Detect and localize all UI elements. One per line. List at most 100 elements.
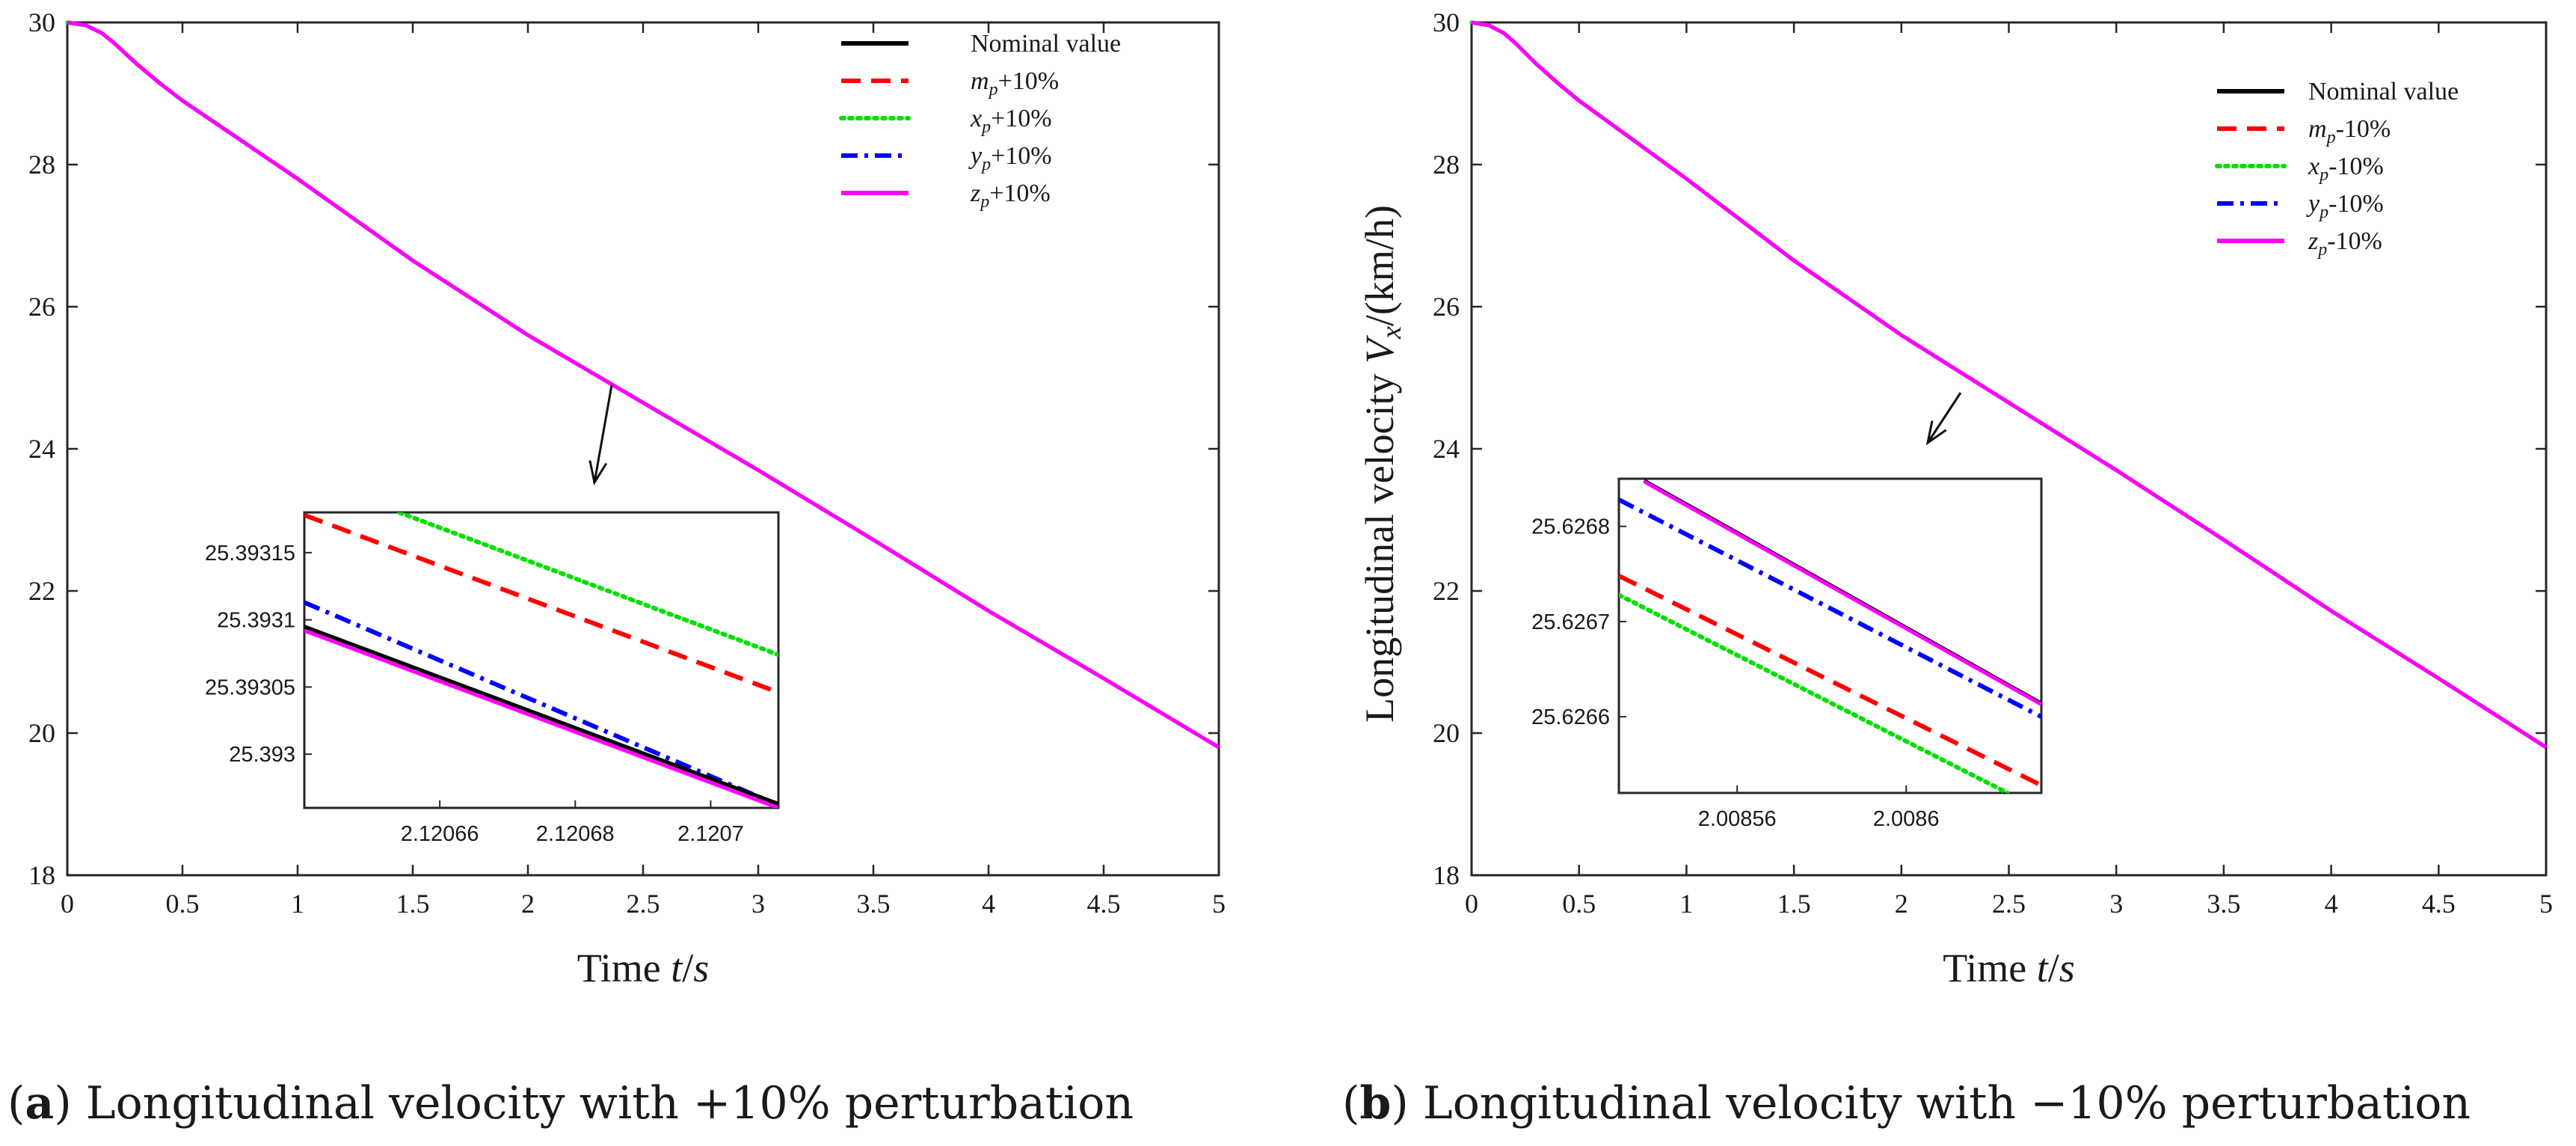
zoom-arrow-shaft xyxy=(1926,392,1962,444)
x-tick-label: 1.5 xyxy=(1777,889,1811,919)
x-axis-label-var2: s xyxy=(2059,946,2075,990)
legend-entry-var: y xyxy=(968,142,983,170)
y-tick-label: 26 xyxy=(28,292,55,322)
legend-entry: zp-10% xyxy=(2308,227,2382,260)
legend-entry-sub: p xyxy=(980,155,991,174)
x-tick-label: 2.5 xyxy=(627,889,660,919)
caption-paren-close: ) xyxy=(54,1077,71,1130)
inset-y-tick-label: 25.39315 xyxy=(205,542,295,566)
x-tick-label: 2 xyxy=(1895,889,1908,919)
x-axis-label-prefix: Time xyxy=(577,946,671,990)
x-axis-label-unit: / xyxy=(2048,946,2059,990)
x-tick-label: 3.5 xyxy=(2207,889,2240,919)
y-tick-label: 28 xyxy=(28,150,55,180)
panel-b: 0 0.5 1 1.5 2 2.5 3 3.5 4 4.5 5 18 20 22 24 26 28 30 Time … xyxy=(1342,7,2553,1130)
inset-y-tick-label: 25.393 xyxy=(229,743,295,767)
legend-entry-sub: p xyxy=(2317,240,2327,260)
x-axis-label: Time t/s xyxy=(577,946,710,990)
legend-entry-suffix: -10% xyxy=(2327,227,2382,255)
x-tick-label: 1.5 xyxy=(396,889,430,919)
caption: (b) Longitudinal velocity with −10% pert… xyxy=(1342,1077,2471,1130)
x-tick-label: 3.5 xyxy=(857,889,891,919)
caption-text: Longitudinal velocity with +10% perturba… xyxy=(72,1077,1134,1130)
legend-entry-var: m xyxy=(971,67,989,95)
y-tick-label: 24 xyxy=(1433,434,1460,464)
inset-x-tick-label: 2.0086 xyxy=(1873,807,1940,831)
x-tick-label: 0.5 xyxy=(1562,889,1596,919)
legend-entry-suffix: +10% xyxy=(989,180,1051,207)
caption-paren-open: ( xyxy=(7,1077,25,1130)
legend-entry-suffix: +10% xyxy=(991,142,1052,170)
inset-series-group xyxy=(304,512,778,808)
legend-entry: mp+10% xyxy=(971,67,1059,99)
inset-y-tick-label: 25.3931 xyxy=(217,609,295,633)
y-tick-label: 20 xyxy=(1433,718,1460,748)
legend-entry-var: z xyxy=(2308,227,2318,255)
y-tick-label: 18 xyxy=(1433,860,1460,890)
legend-entry-sub: p xyxy=(2318,203,2328,222)
x-tick-label: 2.5 xyxy=(1992,889,2026,919)
y-axis-label: Longitudinal velocity Vx/(km/h) xyxy=(1357,205,1407,723)
series-line-zp-10- xyxy=(1471,20,2548,750)
inset-series-line-zp-10- xyxy=(1643,479,2041,706)
zoom-arrow-head xyxy=(588,460,608,485)
x-tick-label: 0 xyxy=(1465,889,1478,919)
x-tick-label: 0.5 xyxy=(166,889,200,919)
caption-label: b xyxy=(1359,1077,1391,1130)
y-axis-label-text: Longitudinal velocity xyxy=(1357,364,1402,723)
caption-label: a xyxy=(25,1077,54,1130)
panel-a: 0 0.5 1 1.5 2 2.5 3 3.5 4 4.5 5 18 20 22 24 26 28 30 Time … xyxy=(0,7,1226,1130)
y-axis-label-sub: x xyxy=(1376,326,1407,340)
legend-entry-suffix: +10% xyxy=(998,67,1060,95)
x-tick-label: 1 xyxy=(1679,889,1693,919)
y-tick-label: 20 xyxy=(28,718,55,748)
y-axis-label-unit: /(km/h) xyxy=(1357,205,1402,326)
inset-x-tick-label: 2.12068 xyxy=(536,822,615,846)
inset-series-line-mp-10- xyxy=(1619,574,2041,788)
x-axis-label-prefix: Time xyxy=(1943,946,2037,990)
x-tick-label: 4.5 xyxy=(2422,889,2456,919)
x-axis-label-unit: / xyxy=(682,946,693,990)
legend-entry: xp-10% xyxy=(2308,153,2384,185)
inset: 2.12066 2.12068 2.1207 25.393 25.39305 25.393… xyxy=(205,511,780,846)
x-tick-label: 3 xyxy=(751,889,765,919)
inset-series-line-yp-10- xyxy=(1619,497,2041,719)
inset-series-line-nominal-value xyxy=(304,625,778,806)
legend-entry-sub: p xyxy=(988,80,998,99)
inset-y-tick-label: 25.6268 xyxy=(1531,515,1610,539)
inset-frame xyxy=(1617,477,2043,794)
inset-y-tick-label: 25.6267 xyxy=(1531,610,1610,634)
inset-series-line-yp-10- xyxy=(304,600,778,808)
y-tick-label: 22 xyxy=(28,576,55,606)
x-tick-label: 4.5 xyxy=(1087,889,1121,919)
legend-entry: xp+10% xyxy=(970,105,1052,137)
y-tick-label: 28 xyxy=(1433,150,1460,180)
zoom-arrow-shaft xyxy=(593,384,613,483)
legend-entry: mp-10% xyxy=(2308,115,2391,147)
inset-y-tick-label: 25.39305 xyxy=(205,675,295,699)
caption: (a) Longitudinal velocity with +10% pert… xyxy=(7,1077,1134,1130)
y-tick-label: 30 xyxy=(1433,7,1460,37)
x-tick-label: 3 xyxy=(2109,889,2123,919)
x-tick-label: 1 xyxy=(291,889,304,919)
legend-entry-var: x xyxy=(970,105,982,132)
inset-series-line-zp-10- xyxy=(304,628,778,808)
legend-entry: zp+10% xyxy=(970,180,1051,212)
x-axis-label-var: t xyxy=(2037,946,2050,990)
caption-paren-close: ) xyxy=(1391,1077,1408,1130)
inset-series-line-mp-10- xyxy=(304,512,778,695)
y-tick-label: 24 xyxy=(28,434,55,464)
inset-series-group xyxy=(1619,479,2041,793)
legend-entry: yp-10% xyxy=(2306,190,2384,222)
legend-entry-var: x xyxy=(2308,153,2320,180)
zoom-arrow-head xyxy=(1925,420,1947,446)
x-tick-label: 4 xyxy=(2325,889,2338,919)
legend-entry-suffix: -10% xyxy=(2328,190,2384,218)
inset-x-tick-label: 2.1207 xyxy=(677,822,744,846)
inset: 2.00856 2.0086 25.6266 25.6267 25.6268 xyxy=(1531,477,2043,831)
legend-entry-suffix: -10% xyxy=(2336,115,2391,143)
y-tick-label: 26 xyxy=(1433,292,1460,322)
caption-paren-open: ( xyxy=(1342,1077,1359,1130)
